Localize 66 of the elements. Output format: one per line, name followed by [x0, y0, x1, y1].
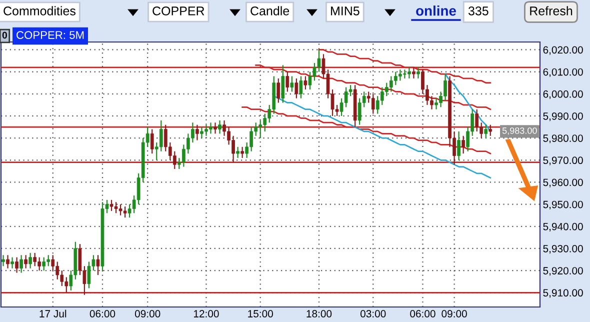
text: online [416, 6, 456, 16]
candlestick [172, 150, 176, 170]
candlestick [240, 146, 244, 158]
candlestick [150, 128, 154, 154]
candlestick [304, 76, 308, 90]
text: Commodities [4, 6, 76, 16]
candlestick [371, 93, 375, 114]
text: Refresh [530, 6, 572, 16]
candlestick [6, 254, 10, 269]
candlestick [214, 122, 217, 134]
candlestick [51, 254, 55, 272]
text: 0 [2, 32, 8, 39]
y-tick-label: 5,940.00 [543, 222, 583, 232]
candlestick [159, 120, 163, 152]
candlestick [488, 124, 492, 136]
candlestick [294, 78, 298, 99]
candlestick [10, 256, 14, 269]
x-tick-label: 06:00 [90, 310, 116, 318]
y-tick-label: 5,980.00 [543, 134, 583, 144]
candlestick [33, 252, 37, 267]
candlestick [286, 71, 290, 92]
line-series [444, 73, 492, 132]
y-tick-label: 5,990.00 [543, 112, 583, 122]
candlestick [96, 254, 100, 276]
candlestick [2, 254, 5, 267]
candlestick [299, 76, 303, 99]
candlestick [218, 120, 222, 134]
candlestick [236, 146, 240, 158]
candlestick [412, 66, 416, 79]
candlestick [457, 130, 460, 161]
y-tick-label: 5,970.00 [543, 156, 583, 166]
candlestick [28, 252, 32, 269]
candlestick [276, 78, 280, 104]
x-tick-label: 15:00 [248, 310, 273, 318]
candlestick [20, 254, 23, 274]
candlestick [15, 256, 18, 274]
text: Candle [250, 6, 290, 16]
text: 5,983.00 [502, 127, 537, 135]
y-tick-label: 5,960.00 [543, 178, 583, 188]
text: 335 [468, 6, 488, 16]
candlestick [462, 135, 465, 154]
y-tick-label: 6,020.00 [543, 46, 583, 55]
x-tick-label: 03:00 [360, 310, 386, 318]
candlestick [290, 76, 294, 92]
x-tick-label: 09:00 [134, 310, 160, 318]
x-tick-label: 12:00 [194, 310, 219, 318]
x-tick-label: 18:00 [306, 310, 332, 318]
y-tick-label: 6,000.00 [543, 90, 583, 100]
text: COPPER [152, 6, 204, 16]
candlestick [484, 124, 488, 139]
chart-title: COPPER: 5M [16, 31, 84, 39]
y-tick-label: 5,920.00 [543, 267, 583, 276]
y-tick-label: 5,910.00 [543, 289, 583, 298]
candlestick [196, 124, 199, 141]
x-tick-label: 06:00 [410, 310, 436, 318]
candlestick [42, 256, 46, 272]
candlestick [416, 66, 420, 79]
x-tick-label: 17 Jul [40, 310, 66, 318]
y-tick-label: 5,950.00 [543, 200, 583, 210]
y-tick-label: 6,010.00 [543, 68, 583, 77]
text: MIN5 [331, 6, 360, 16]
candlestick [24, 254, 28, 269]
candlestick [475, 108, 479, 132]
y-tick-label: 5,930.00 [543, 244, 583, 254]
candlestick [281, 64, 285, 104]
x-tick-label: 09:00 [442, 310, 467, 318]
